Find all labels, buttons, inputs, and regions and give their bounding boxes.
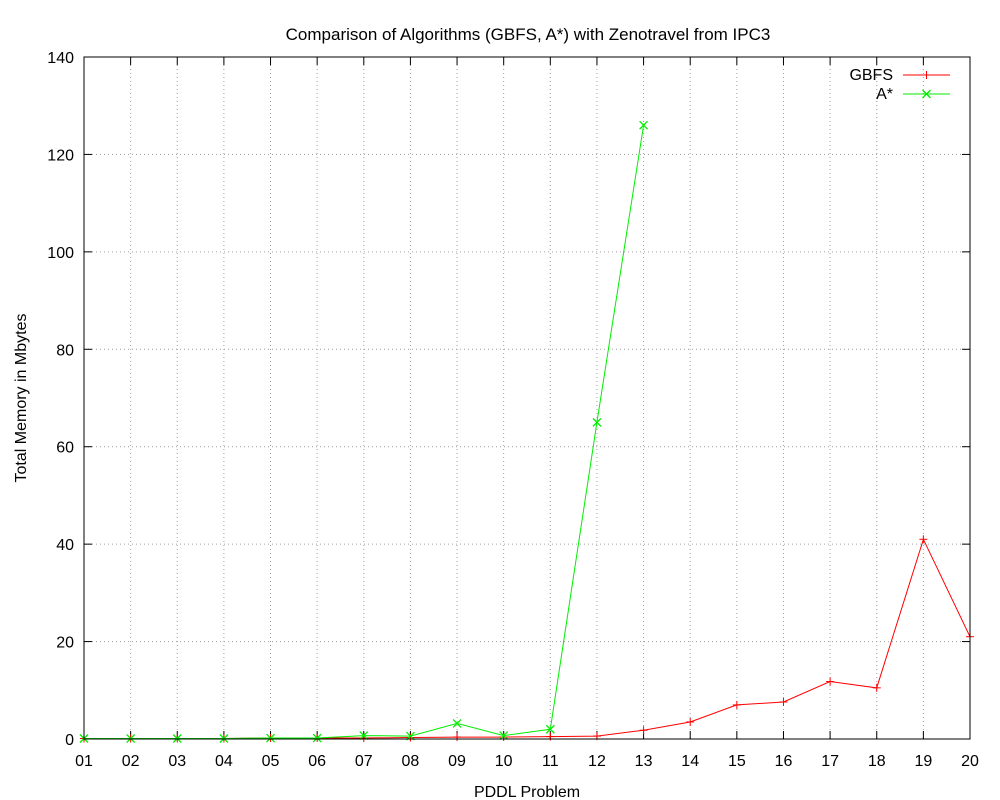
legend-marker	[922, 71, 931, 79]
y-tick-label: 120	[47, 147, 74, 164]
x-tick-label: 03	[168, 753, 186, 770]
data-point-gbfs	[406, 733, 415, 742]
data-point-gbfs	[639, 726, 648, 735]
y-tick-label: 60	[56, 440, 74, 457]
data-point-gbfs	[499, 733, 508, 742]
x-tick-label: 15	[728, 753, 746, 770]
y-axis-label: Total Memory in Mbytes	[13, 314, 30, 483]
data-point-astar	[545, 724, 555, 734]
legend: GBFS A*	[849, 67, 950, 103]
x-tick-label: 12	[588, 753, 606, 770]
data-point-gbfs	[453, 733, 462, 742]
series-layer	[79, 120, 974, 743]
data-point-astar	[359, 731, 369, 741]
legend-marker	[922, 89, 931, 99]
data-point-gbfs	[919, 535, 928, 544]
data-point-gbfs	[826, 677, 835, 686]
data-point-astar	[592, 417, 602, 427]
legend-label: A*	[876, 86, 893, 103]
x-tick-label: 04	[215, 753, 233, 770]
y-tick-label: 100	[47, 245, 74, 262]
x-tick-label: 10	[495, 753, 513, 770]
legend-item-gbfs: GBFS	[849, 67, 950, 84]
x-tick-label: 09	[448, 753, 466, 770]
x-tick-label: 02	[122, 753, 140, 770]
y-tick-label: 0	[65, 732, 74, 749]
x-tick-label: 05	[262, 753, 280, 770]
series-line-gbfs	[84, 537, 971, 739]
x-tick-label: 17	[821, 753, 839, 770]
data-point-gbfs	[732, 700, 741, 709]
x-tick-label: 01	[75, 753, 93, 770]
grid-lines	[84, 57, 970, 739]
x-tick-label: 08	[402, 753, 420, 770]
data-point-astar	[499, 731, 509, 741]
data-point-astar	[312, 733, 322, 743]
y-tick-label: 40	[56, 537, 74, 554]
legend-item-astar: A*	[876, 86, 950, 103]
plot-frame	[83, 56, 971, 740]
legend-label: GBFS	[849, 67, 893, 84]
x-tick-label: 06	[308, 753, 326, 770]
x-tick-label: 11	[542, 753, 559, 770]
y-tick-label: 80	[56, 342, 74, 359]
x-tick-label: 13	[635, 753, 653, 770]
data-point-astar	[266, 733, 275, 743]
x-tick-label: 20	[961, 753, 979, 770]
x-axis: 01 02 03 04 05 06 07 08 09 10 11 12 13 14 15 16 17 18 19 20	[75, 57, 979, 770]
x-tick-label: 16	[775, 753, 793, 770]
x-tick-label: 14	[681, 753, 699, 770]
chart-title: Comparison of Algorithms (GBFS, A*) with…	[286, 25, 771, 44]
data-point-gbfs	[686, 717, 695, 726]
data-point-gbfs	[779, 697, 788, 706]
x-tick-label: 18	[868, 753, 886, 770]
x-tick-label: 19	[914, 753, 932, 770]
y-tick-label: 20	[56, 635, 74, 652]
data-point-astar	[639, 120, 649, 130]
data-point-astar	[452, 718, 462, 728]
x-tick-label: 07	[355, 753, 373, 770]
data-point-gbfs	[872, 683, 881, 692]
x-axis-label: PDDL Problem	[474, 784, 580, 800]
y-tick-label: 140	[47, 50, 74, 67]
